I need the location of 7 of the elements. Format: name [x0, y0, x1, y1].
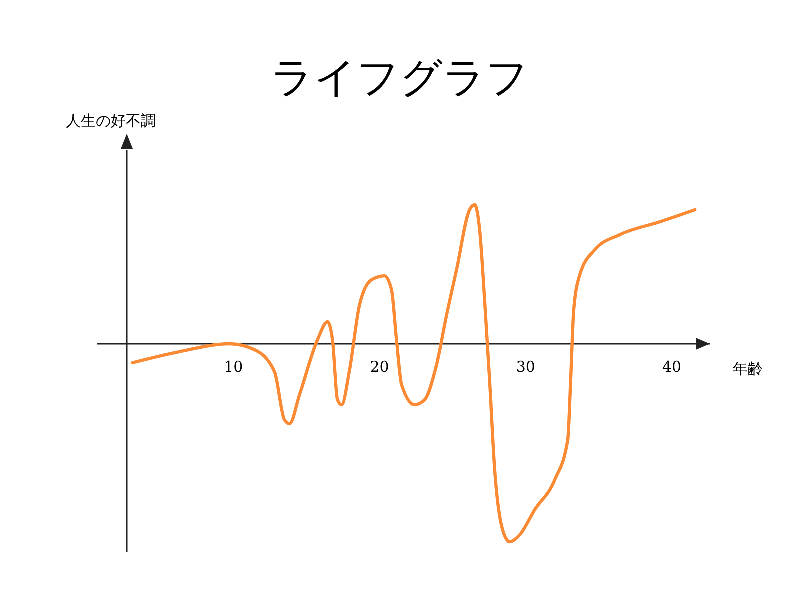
- x-tick-label: 20: [370, 358, 390, 376]
- x-tick-label: 40: [662, 358, 682, 376]
- y-axis-title: 人生の好不調: [66, 112, 156, 130]
- x-tick-label: 10: [224, 358, 244, 376]
- x-tick-label: 30: [516, 358, 536, 376]
- x-axis-title: 年齢: [733, 360, 763, 378]
- chart-title: ライフグラフ: [271, 53, 529, 102]
